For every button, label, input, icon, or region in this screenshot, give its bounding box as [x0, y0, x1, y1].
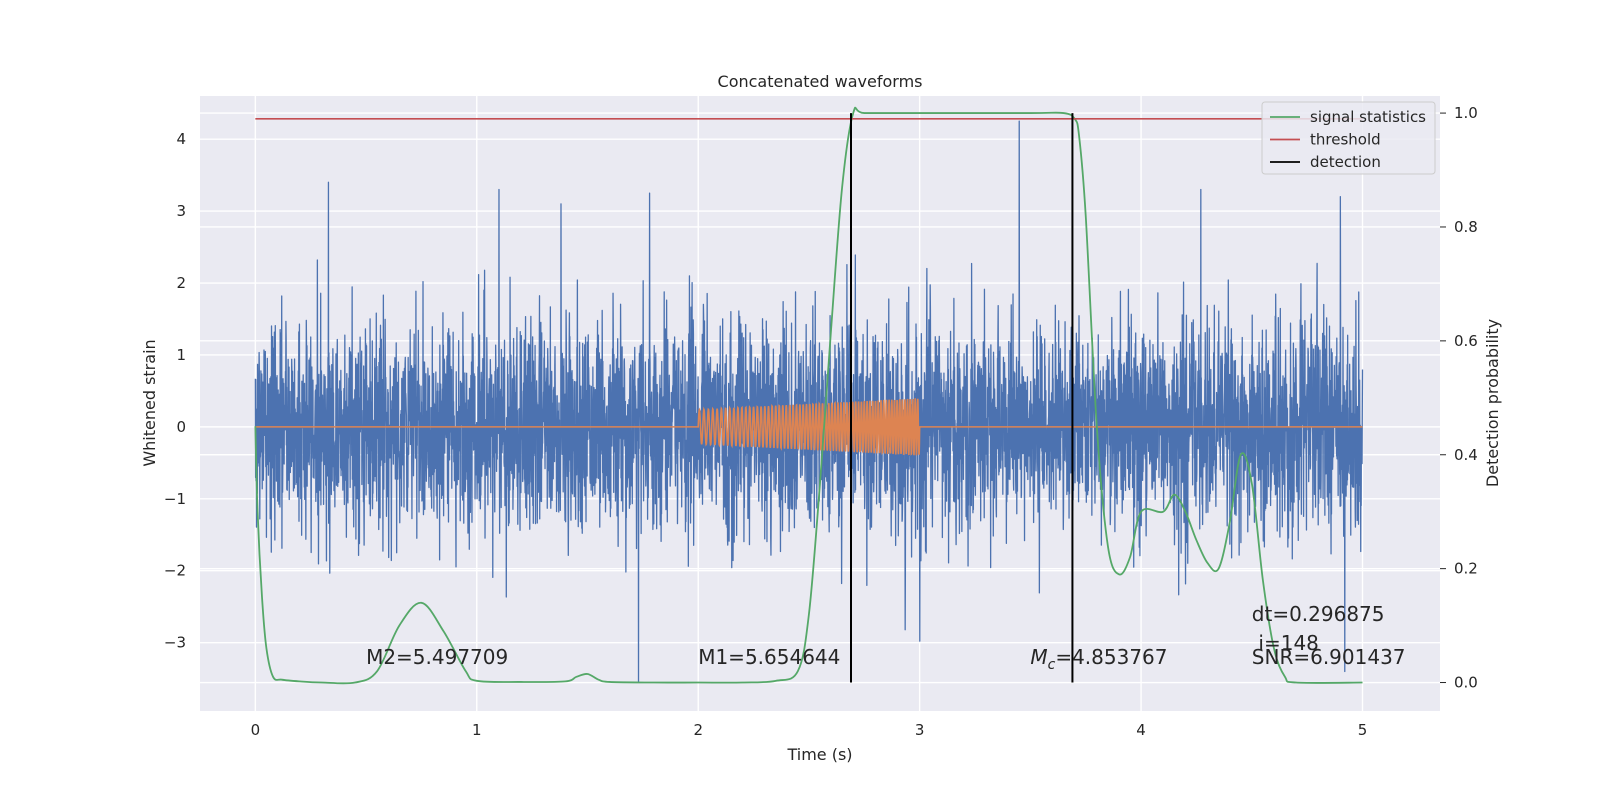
- y-tick-label: −3: [164, 634, 186, 652]
- x-tick-label: 2: [693, 721, 703, 739]
- annotation-text: SNR=6.901437: [1252, 645, 1406, 669]
- x-tick-label: 5: [1358, 721, 1368, 739]
- y-right-tick-label: 0.0: [1454, 674, 1478, 692]
- y-tick-label: 1: [176, 346, 186, 364]
- y-tick-label: −1: [164, 490, 186, 508]
- y-right-tick-label: 0.8: [1454, 218, 1478, 236]
- annotation-text: M1=5.654644: [698, 645, 840, 669]
- y-tick-label: 3: [176, 202, 186, 220]
- legend: signal statistics threshold detection: [1261, 101, 1436, 175]
- legend-entry: signal statistics: [1310, 108, 1426, 126]
- annotation-text: M2=5.497709: [366, 645, 508, 669]
- y-tick-label: −2: [164, 562, 186, 580]
- signal-statistics-series: [254, 106, 1363, 685]
- injection-line: [255, 398, 1363, 456]
- annotations: M2=5.497709 M1=5.654644 Mc=4.853767 dt=0.29…: [366, 602, 1405, 673]
- x-tick-label: 1: [472, 721, 482, 739]
- signal-statistics-line: [254, 106, 1363, 685]
- y-right-tick-label: 0.2: [1454, 560, 1478, 578]
- x-tick-label: 3: [915, 721, 925, 739]
- y-tick-label: 4: [176, 130, 186, 148]
- annotation-text: Mc=4.853767: [1030, 645, 1167, 673]
- x-tick-label: 0: [251, 721, 261, 739]
- y-axis-right-label: Detection probability: [1483, 319, 1502, 487]
- y-right-tick-label: 1.0: [1454, 104, 1478, 122]
- annotation-text: i=148: [1258, 631, 1319, 655]
- noise-line: [254, 120, 1364, 683]
- y-right-tick-label: 0.6: [1454, 332, 1478, 350]
- annotation-text: dt=0.296875: [1252, 602, 1385, 626]
- legend-box: [1261, 101, 1436, 175]
- noise-series: [254, 120, 1364, 683]
- y-tick-label: 2: [176, 274, 186, 292]
- y-right-tick-label: 0.4: [1454, 446, 1478, 464]
- x-tick-label: 4: [1136, 721, 1146, 739]
- detection-series: [850, 113, 1074, 683]
- y-axis-label: Whitened strain: [140, 339, 159, 466]
- legend-entry: detection: [1310, 153, 1381, 171]
- y-tick-label: 0: [176, 418, 186, 436]
- injection-series: [255, 398, 1363, 456]
- x-axis-label: Time (s): [786, 745, 852, 764]
- legend-entry: threshold: [1310, 131, 1381, 149]
- ticks: 0 1 2 3 4 5 −3 −2 −1 0 1 2 3 4 0.0 0.2 0.4 0.6 0.8 1.0: [164, 104, 1478, 739]
- chart-title: Concatenated waveforms: [718, 72, 923, 91]
